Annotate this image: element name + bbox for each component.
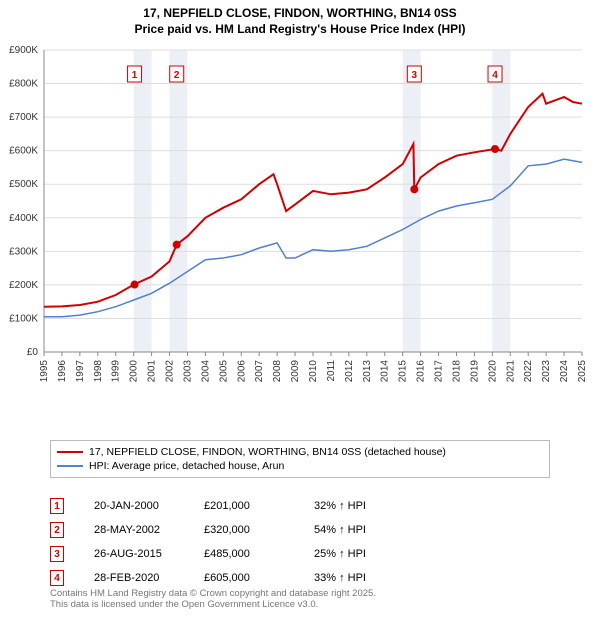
x-tick-label: 2009	[290, 360, 301, 383]
chart-svg: £0£100K£200K£300K£400K£500K£600K£700K£80…	[40, 46, 586, 394]
sale-price: £485,000	[204, 548, 304, 560]
y-tick-label: £300K	[9, 246, 38, 257]
svg-text:1: 1	[132, 70, 138, 81]
legend: 17, NEPFIELD CLOSE, FINDON, WORTHING, BN…	[50, 440, 550, 478]
x-tick-label: 2022	[523, 360, 534, 383]
legend-label: HPI: Average price, detached house, Arun	[89, 460, 284, 472]
sale-row: 3 26-AUG-2015 £485,000 25% ↑ HPI	[50, 542, 414, 566]
footer-line-2: This data is licensed under the Open Gov…	[50, 599, 376, 610]
x-tick-label: 2011	[326, 360, 337, 382]
x-tick-label: 1999	[111, 360, 122, 383]
sale-pct: 54% ↑ HPI	[314, 524, 414, 536]
sale-price: £320,000	[204, 524, 304, 536]
x-tick-label: 2007	[254, 360, 265, 383]
x-tick-label: 2014	[380, 360, 391, 383]
x-tick-label: 2015	[398, 360, 409, 383]
x-tick-label: 2001	[147, 360, 158, 383]
sale-price: £201,000	[204, 500, 304, 512]
sale-date: 20-JAN-2000	[74, 500, 194, 512]
x-tick-label: 2013	[362, 360, 373, 383]
x-tick-label: 2008	[272, 360, 283, 383]
sale-idx-box: 3	[50, 546, 64, 562]
y-tick-label: £600K	[9, 146, 38, 157]
attribution-footer: Contains HM Land Registry data © Crown c…	[50, 588, 376, 611]
y-tick-label: £400K	[9, 213, 38, 224]
footer-line-1: Contains HM Land Registry data © Crown c…	[50, 588, 376, 599]
y-tick-label: £800K	[9, 79, 38, 90]
sale-marker-dot	[410, 185, 418, 193]
x-tick-label: 1996	[57, 360, 68, 383]
x-tick-label: 2021	[505, 360, 516, 383]
sale-pct: 25% ↑ HPI	[314, 548, 414, 560]
x-tick-label: 2000	[129, 360, 140, 383]
legend-swatch	[57, 451, 83, 453]
sale-date: 28-MAY-2002	[74, 524, 194, 536]
shaded-band	[403, 50, 421, 352]
sale-date: 28-FEB-2020	[74, 572, 194, 584]
title-line-2: Price paid vs. HM Land Registry's House …	[0, 22, 600, 38]
sale-row: 4 28-FEB-2020 £605,000 33% ↑ HPI	[50, 566, 414, 590]
y-tick-label: £200K	[9, 280, 38, 291]
shaded-band	[170, 50, 188, 352]
x-tick-label: 2016	[416, 360, 427, 383]
y-tick-label: £900K	[9, 45, 38, 56]
x-tick-label: 2010	[308, 360, 319, 383]
sale-row: 1 20-JAN-2000 £201,000 32% ↑ HPI	[50, 494, 414, 518]
sale-row: 2 28-MAY-2002 £320,000 54% ↑ HPI	[50, 518, 414, 542]
x-tick-label: 2019	[469, 360, 480, 383]
sale-marker-box: 2	[170, 66, 184, 82]
x-tick-label: 2025	[577, 360, 588, 383]
x-tick-label: 1998	[93, 360, 104, 383]
sale-marker-dot	[173, 241, 181, 249]
shaded-band	[492, 50, 510, 352]
legend-swatch	[57, 465, 83, 467]
sale-marker-dot	[491, 145, 499, 153]
sale-date: 26-AUG-2015	[74, 548, 194, 560]
sale-idx-box: 4	[50, 570, 64, 586]
x-tick-label: 1995	[39, 360, 50, 383]
x-tick-label: 2012	[344, 360, 355, 383]
x-tick-label: 2024	[559, 360, 570, 383]
legend-label: 17, NEPFIELD CLOSE, FINDON, WORTHING, BN…	[89, 446, 446, 458]
sale-pct: 33% ↑ HPI	[314, 572, 414, 584]
sale-pct: 32% ↑ HPI	[314, 500, 414, 512]
sale-price: £605,000	[204, 572, 304, 584]
x-tick-label: 2003	[182, 360, 193, 383]
svg-text:4: 4	[492, 70, 498, 81]
x-tick-label: 2005	[218, 360, 229, 383]
x-tick-label: 2002	[165, 360, 176, 383]
y-tick-label: £0	[27, 347, 39, 358]
y-tick-label: £100K	[9, 313, 38, 324]
legend-row: 17, NEPFIELD CLOSE, FINDON, WORTHING, BN…	[57, 445, 543, 459]
title-line-1: 17, NEPFIELD CLOSE, FINDON, WORTHING, BN…	[0, 6, 600, 22]
sales-table: 1 20-JAN-2000 £201,000 32% ↑ HPI 2 28-MA…	[50, 494, 414, 590]
svg-text:3: 3	[412, 70, 418, 81]
x-tick-label: 2020	[487, 360, 498, 383]
chart-area: £0£100K£200K£300K£400K£500K£600K£700K£80…	[40, 46, 586, 394]
legend-row: HPI: Average price, detached house, Arun	[57, 459, 543, 473]
svg-text:2: 2	[174, 70, 180, 81]
sale-idx-box: 1	[50, 498, 64, 514]
y-tick-label: £700K	[9, 112, 38, 123]
x-tick-label: 1997	[75, 360, 86, 383]
y-tick-label: £500K	[9, 179, 38, 190]
x-tick-label: 2006	[236, 360, 247, 383]
shaded-band	[134, 50, 152, 352]
sale-marker-box: 1	[128, 66, 142, 82]
x-tick-label: 2018	[451, 360, 462, 383]
sale-marker-box: 4	[488, 66, 502, 82]
x-tick-label: 2017	[434, 360, 445, 383]
x-tick-label: 2023	[541, 360, 552, 383]
sale-marker-dot	[131, 281, 139, 289]
sale-marker-box: 3	[407, 66, 421, 82]
x-tick-label: 2004	[200, 360, 211, 383]
sale-idx-box: 2	[50, 522, 64, 538]
chart-title: 17, NEPFIELD CLOSE, FINDON, WORTHING, BN…	[0, 0, 600, 37]
